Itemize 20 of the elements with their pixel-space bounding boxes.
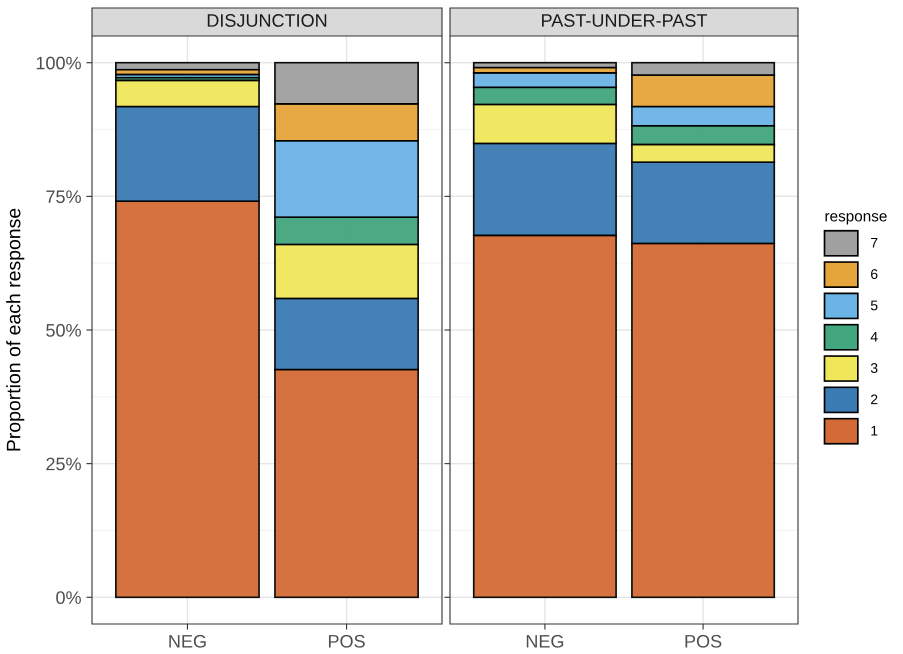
x-tick-label: NEG <box>526 634 564 648</box>
legend-label: 4 <box>870 332 878 342</box>
legend-label: 1 <box>871 426 878 436</box>
legend-label: 3 <box>870 363 878 373</box>
legend-title: response <box>826 213 887 225</box>
y-tick-label: 50% <box>46 324 81 337</box>
y-tick-label: 100% <box>36 56 81 70</box>
legend-label: 7 <box>871 238 878 248</box>
y-tick-label: 75% <box>46 190 81 204</box>
legend-label: 6 <box>871 269 878 280</box>
y-tick-label: 25% <box>46 458 81 470</box>
legend-label: 2 <box>871 394 878 404</box>
x-tick-label: POS <box>686 634 722 648</box>
y-axis-title: Proportion of each response <box>6 208 24 451</box>
legend-label: 5 <box>870 300 878 310</box>
chart-title: DISJUNCTION <box>208 14 326 27</box>
x-tick-label: NEG <box>169 634 206 648</box>
chart-title: PAST-UNDER-PAST <box>542 14 708 27</box>
x-tick-label: POS <box>328 634 365 648</box>
y-tick-label: 0% <box>56 591 81 604</box>
